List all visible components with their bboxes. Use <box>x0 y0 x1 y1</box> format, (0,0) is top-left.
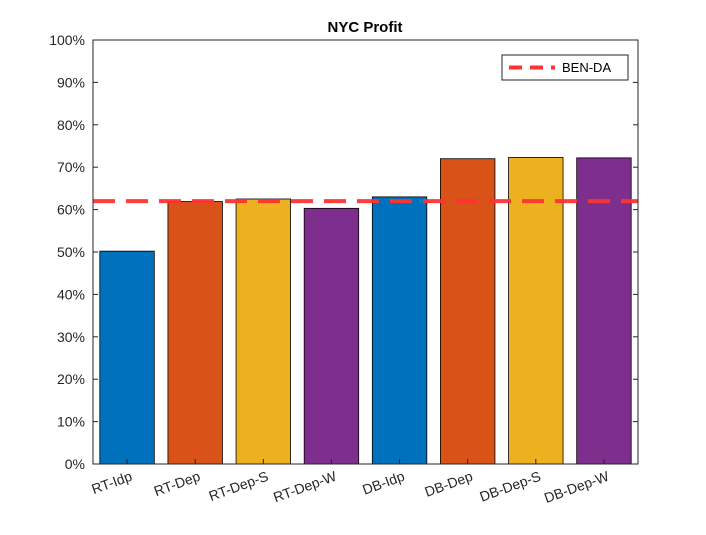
y-tick-label: 0% <box>65 456 85 472</box>
bars-layer <box>99 157 632 465</box>
y-tick-label: 10% <box>57 414 85 430</box>
x-axis-ticks: RT-Idp RT-Dep RT-Dep-S RT-Dep-W DB-Idp DB-Dep… <box>89 459 612 506</box>
x-tick-label: DB-Dep-S <box>477 468 542 505</box>
x-tick-label: RT-Dep-S <box>207 468 271 504</box>
bar-db-dep-w <box>576 157 632 465</box>
bar-db-dep-s <box>508 157 564 465</box>
x-tick-label: DB-Dep <box>422 468 474 500</box>
y-tick-label: 80% <box>57 117 85 133</box>
x-tick-label: RT-Dep <box>152 468 203 500</box>
bar-rt-dep <box>167 201 223 465</box>
y-tick-label: 30% <box>57 329 85 345</box>
bar-rt-idp <box>99 250 155 465</box>
bar-db-dep <box>440 158 496 465</box>
legend-box <box>501 54 629 81</box>
legend-label-ben-da: BEN-DA <box>562 60 611 75</box>
bar-rt-dep-w <box>303 207 360 465</box>
x-tick-label: RT-Idp <box>89 468 134 497</box>
chart-title: NYC Profit <box>328 19 403 36</box>
y-tick-label: 60% <box>57 202 85 218</box>
y-tick-label: 50% <box>57 244 85 260</box>
bar-db-idp <box>371 196 428 465</box>
y-tick-label: 40% <box>57 286 85 302</box>
y-tick-label: 70% <box>57 159 85 175</box>
bar-rt-dep-s <box>235 198 291 465</box>
y-tick-label: 90% <box>57 74 85 90</box>
legend: BEN-DA <box>501 54 629 81</box>
y-tick-label: 100% <box>49 32 85 48</box>
y-tick-label: 20% <box>57 371 85 387</box>
x-tick-label: RT-Dep-W <box>271 468 339 506</box>
x-tick-label: DB-Idp <box>360 468 407 498</box>
y-axis-ticks: 0% 10% 20% 30% 40% 50% 60% 70% 80% 90% 100% <box>49 32 638 472</box>
x-tick-label: DB-Dep-W <box>542 468 612 506</box>
